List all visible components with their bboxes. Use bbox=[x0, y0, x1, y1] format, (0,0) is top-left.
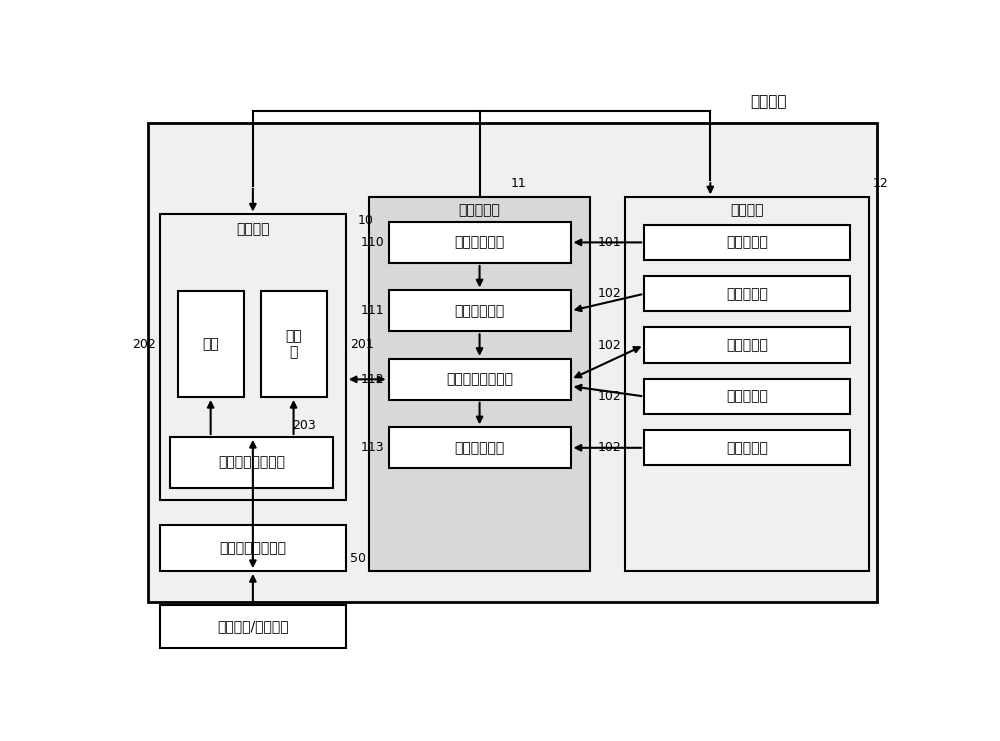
Text: 110: 110 bbox=[361, 236, 385, 249]
Bar bbox=[261, 291, 326, 397]
Text: 从处理电路: 从处理电路 bbox=[726, 441, 768, 455]
Bar bbox=[170, 437, 333, 488]
Text: 控制器单元: 控制器单元 bbox=[459, 203, 501, 217]
Bar bbox=[388, 428, 571, 468]
Text: 外部设备/其他部件: 外部设备/其他部件 bbox=[217, 619, 289, 634]
Bar bbox=[160, 214, 346, 499]
Text: 存储队列单元: 存储队列单元 bbox=[454, 441, 505, 455]
Text: 201: 201 bbox=[350, 338, 374, 350]
Text: 101: 101 bbox=[597, 236, 621, 249]
Text: 113: 113 bbox=[361, 442, 385, 454]
Text: 11: 11 bbox=[511, 178, 526, 190]
Bar bbox=[625, 197, 869, 571]
Text: 50: 50 bbox=[350, 552, 366, 565]
Text: 数据输入输出单元: 数据输入输出单元 bbox=[218, 456, 285, 470]
Text: 202: 202 bbox=[132, 338, 156, 350]
Text: 依赖关系处理单元: 依赖关系处理单元 bbox=[446, 372, 513, 386]
Bar bbox=[148, 123, 877, 602]
Text: 102: 102 bbox=[597, 442, 621, 454]
Text: 203: 203 bbox=[292, 419, 316, 433]
Text: 寄存
器: 寄存 器 bbox=[285, 329, 302, 359]
Text: 主处理电路: 主处理电路 bbox=[726, 236, 768, 250]
Text: 12: 12 bbox=[873, 178, 889, 190]
Text: 10: 10 bbox=[358, 213, 373, 227]
Text: 111: 111 bbox=[361, 305, 385, 317]
Text: 直接内存访问单元: 直接内存访问单元 bbox=[219, 541, 286, 555]
Bar bbox=[388, 290, 571, 331]
Text: 102: 102 bbox=[597, 288, 621, 300]
Bar bbox=[160, 525, 346, 571]
Bar bbox=[160, 605, 346, 648]
Bar bbox=[644, 379, 850, 414]
Text: 102: 102 bbox=[597, 339, 621, 352]
Text: 从处理电路: 从处理电路 bbox=[726, 390, 768, 403]
Bar bbox=[178, 291, 244, 397]
Bar bbox=[644, 328, 850, 363]
Text: 指令处理单元: 指令处理单元 bbox=[454, 304, 505, 318]
Text: 从处理电路: 从处理电路 bbox=[726, 338, 768, 352]
Bar bbox=[644, 276, 850, 311]
Bar bbox=[388, 222, 571, 263]
Text: 计算装置: 计算装置 bbox=[750, 94, 786, 109]
Text: 102: 102 bbox=[597, 390, 621, 403]
Text: 存储单元: 存储单元 bbox=[236, 222, 270, 236]
Text: 运算单元: 运算单元 bbox=[730, 203, 764, 217]
Text: 指令缓存单元: 指令缓存单元 bbox=[454, 236, 505, 250]
Text: 从处理电路: 从处理电路 bbox=[726, 287, 768, 301]
Bar bbox=[644, 430, 850, 465]
Bar bbox=[388, 359, 571, 400]
Bar bbox=[369, 197, 590, 571]
Text: 112: 112 bbox=[361, 373, 385, 386]
Bar bbox=[644, 225, 850, 260]
Text: 缓存: 缓存 bbox=[202, 337, 219, 351]
